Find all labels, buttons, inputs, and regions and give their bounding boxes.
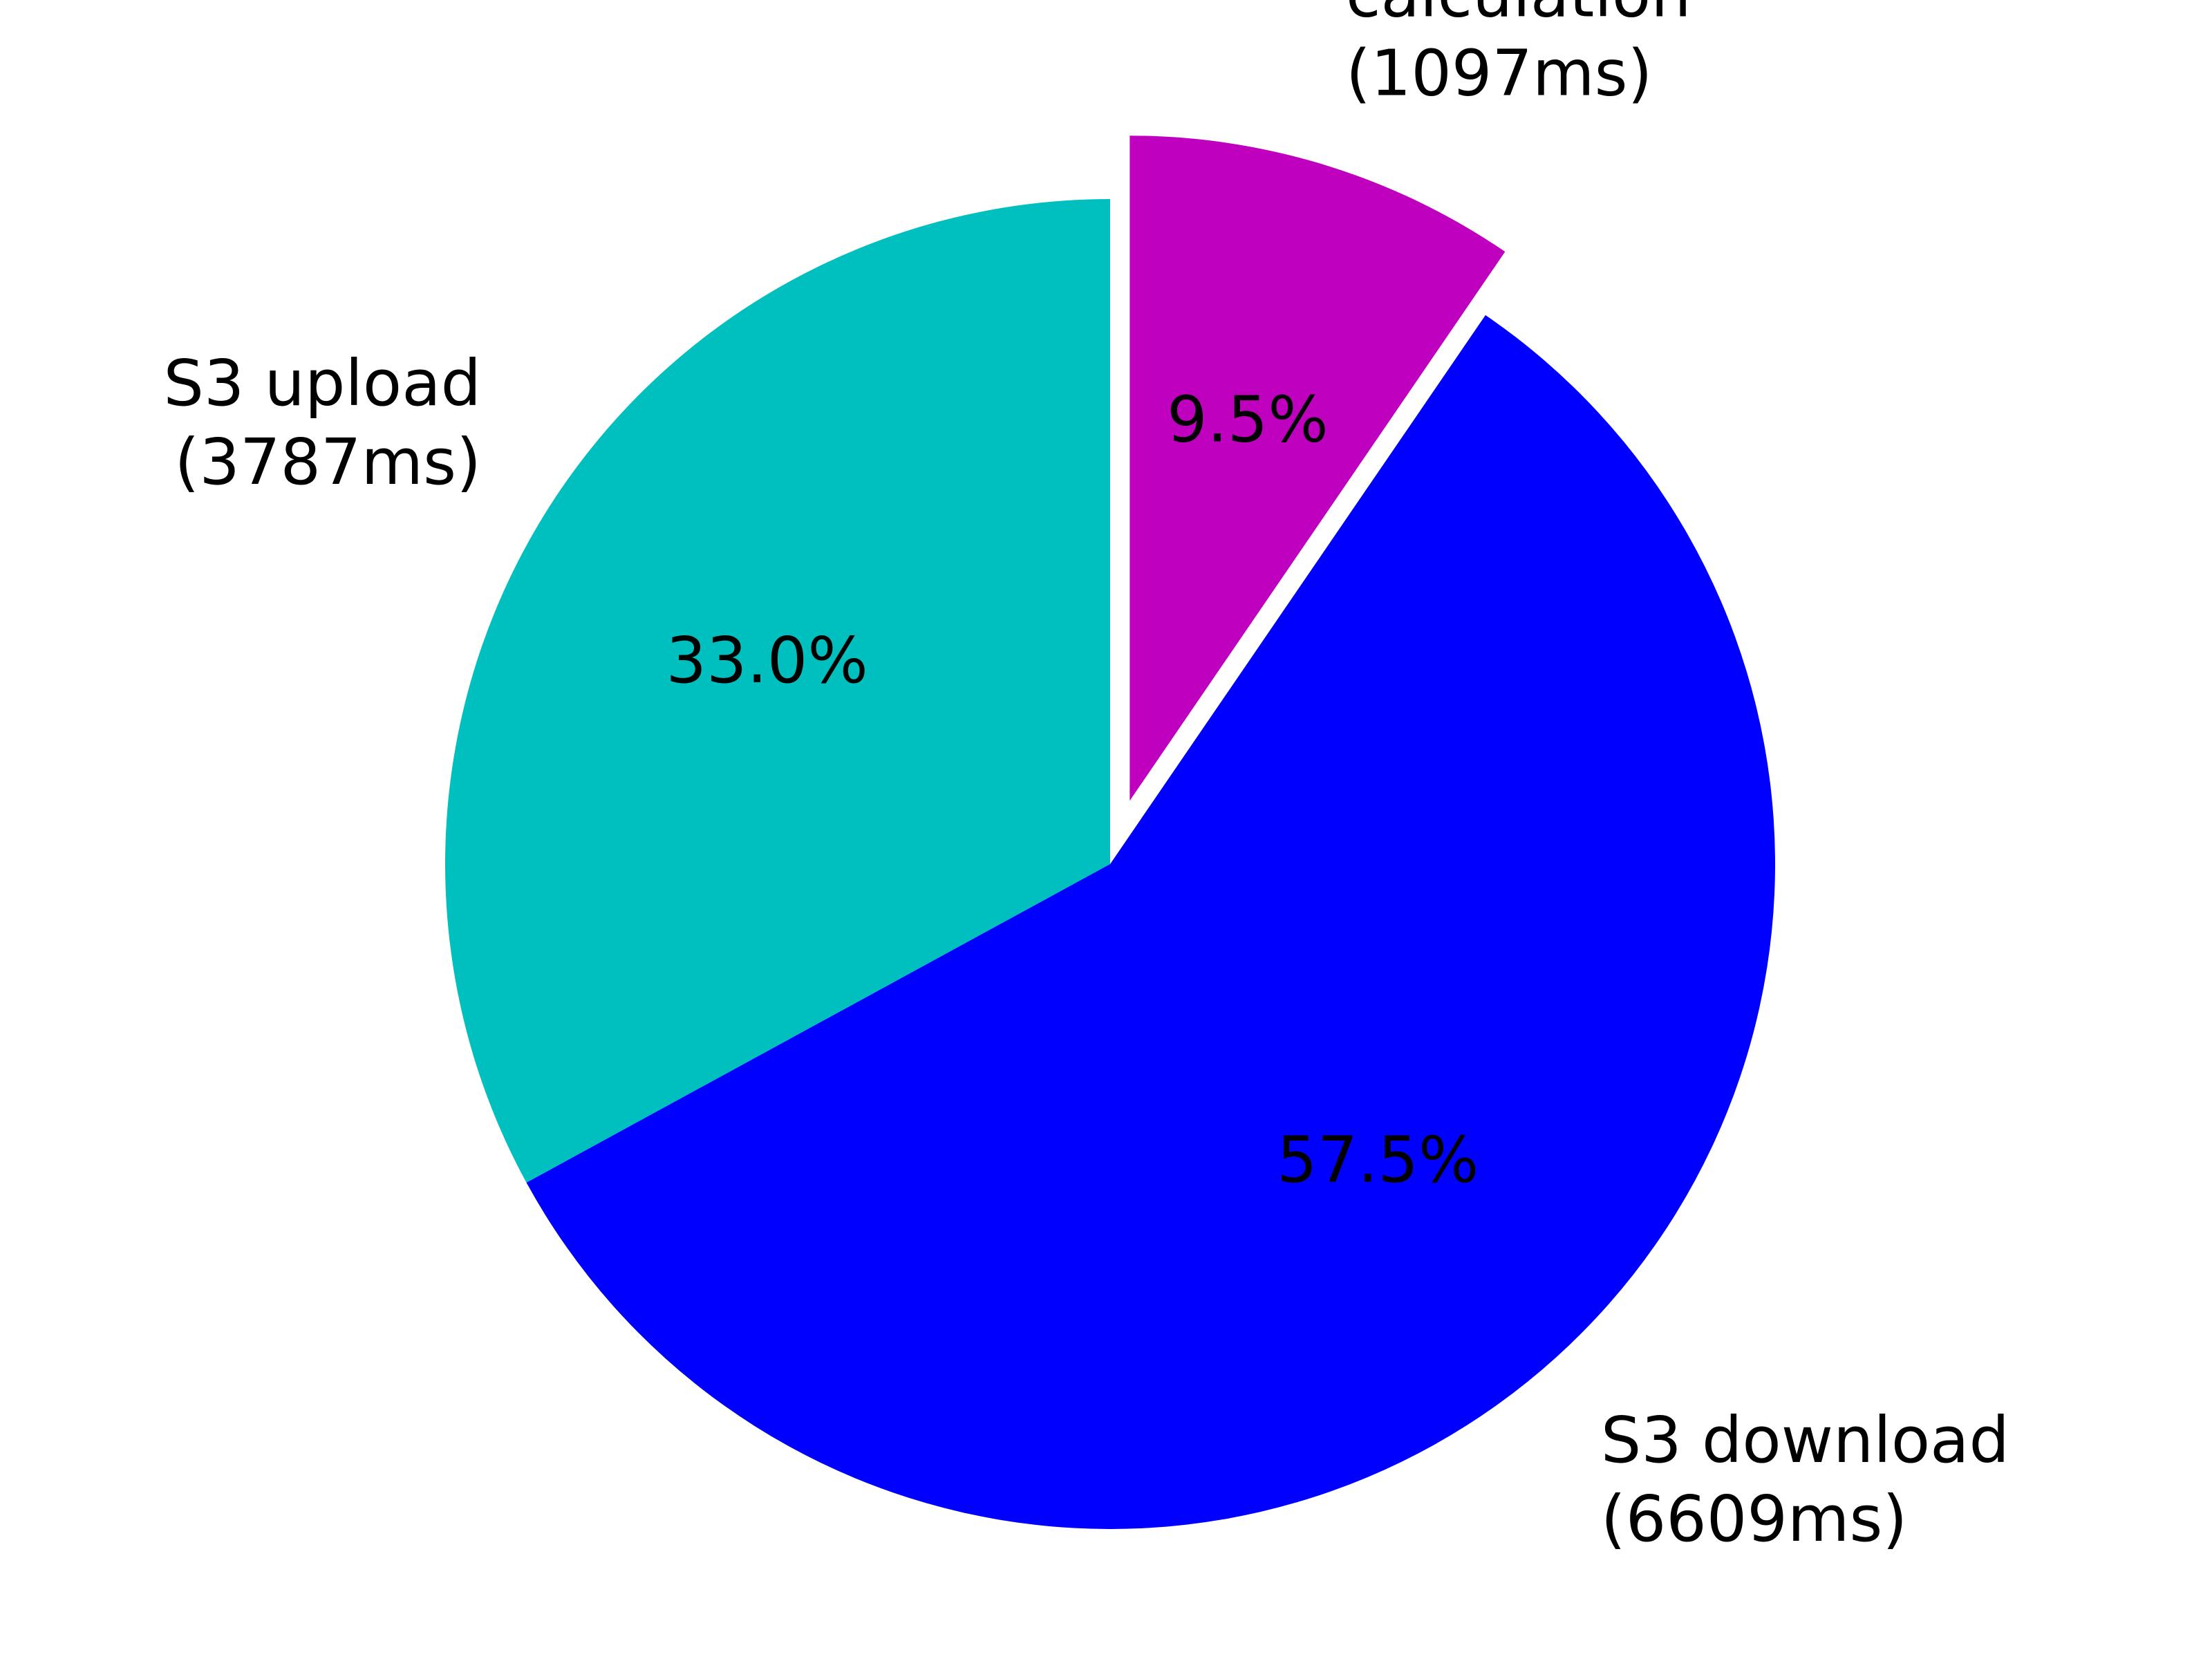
slice-value-s3-upload: (3787ms) [175, 425, 481, 499]
pie-slice-s3-download [526, 315, 1775, 1529]
slice-name-s3-upload: S3 upload [163, 346, 481, 420]
slice-label-s3-download: S3 download (6609ms) [1601, 1403, 2009, 1556]
slice-name-s3-download: S3 download [1601, 1403, 2009, 1477]
slice-label-calculation: calculation (1097ms) [1346, 0, 1691, 110]
slice-labels-layer: S3 upload(3787ms) S3 download(6609ms) calc… [163, 0, 2009, 1556]
pie-slice-calculation [1130, 135, 1506, 801]
slice-name-calculation: calculation [1346, 0, 1691, 31]
percent-label-calculation: 9.5% [1167, 382, 1329, 456]
slice-value-s3-download: (6609ms) [1601, 1482, 1907, 1556]
percent-label-s3-upload: 33.0% [666, 624, 868, 697]
pie-slice-s3-upload [444, 199, 1110, 1183]
percent-labels-layer: 33.0% 57.5% 9.5% [666, 382, 1479, 1197]
slices-layer [444, 135, 1775, 1529]
percent-label-s3-download: 57.5% [1277, 1123, 1479, 1197]
slice-value-calculation: (1097ms) [1346, 36, 1652, 110]
slice-label-s3-upload: S3 upload (3787ms) [163, 346, 481, 499]
